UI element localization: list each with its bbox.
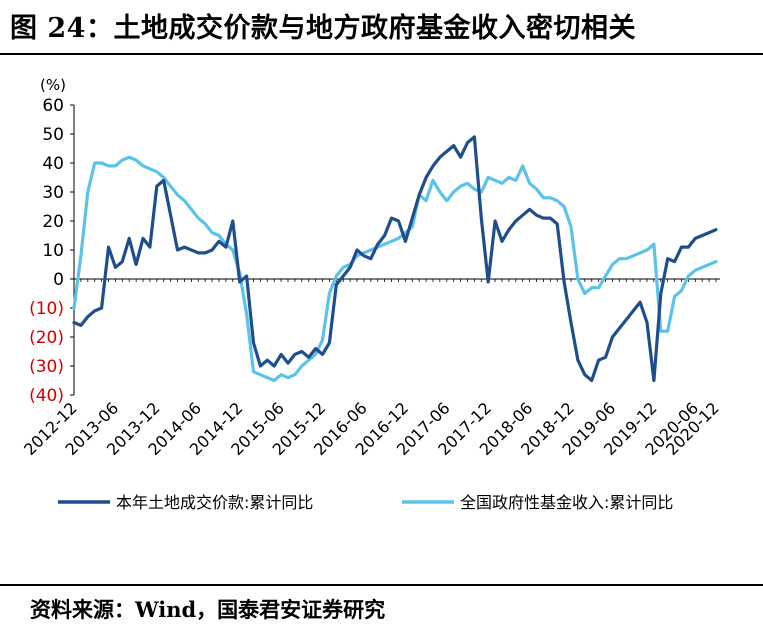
x-axis-ticks: 2012-122013-062013-122014-062014-122015-…: [20, 279, 723, 459]
line-chart: 60 50 40 30 20 10 0 (10) (20) (30) (40) 2012-12201…: [20, 76, 723, 512]
y-tick-label: 20: [42, 212, 64, 232]
y-axis-ticks: 60 50 40 30 20 10 0 (10) (20) (30) (40): [29, 96, 74, 406]
y-tick-label: (10): [29, 299, 64, 319]
top-rule: [0, 53, 763, 55]
y-axis-unit-label: (%): [40, 76, 66, 94]
source-note: 资料来源：Wind，国泰君安证券研究: [30, 597, 386, 622]
y-tick-label: 60: [42, 96, 64, 116]
y-tick-label: 30: [42, 183, 64, 203]
series-lines: [72, 135, 718, 383]
y-tick-label: 10: [42, 241, 64, 261]
y-tick-label: 40: [42, 154, 64, 174]
legend-label: 本年土地成交价款:累计同比: [116, 493, 313, 512]
y-tick-label: (20): [29, 328, 64, 348]
y-tick-label: 50: [42, 125, 64, 145]
chart-axes: [73, 105, 720, 395]
figure-title: 图 24：土地成交价款与地方政府基金收入密切相关: [10, 13, 636, 44]
series-line-fund-revenue: [72, 155, 718, 383]
legend: 本年土地成交价款:累计同比 全国政府性基金收入:累计同比: [58, 493, 673, 512]
y-tick-label: (30): [29, 357, 64, 377]
bottom-rule: [0, 584, 763, 586]
y-tick-label: (40): [29, 386, 64, 406]
legend-label: 全国政府性基金收入:累计同比: [460, 493, 673, 512]
y-tick-label: 0: [53, 270, 64, 290]
series-line-land-transaction: [72, 135, 718, 383]
